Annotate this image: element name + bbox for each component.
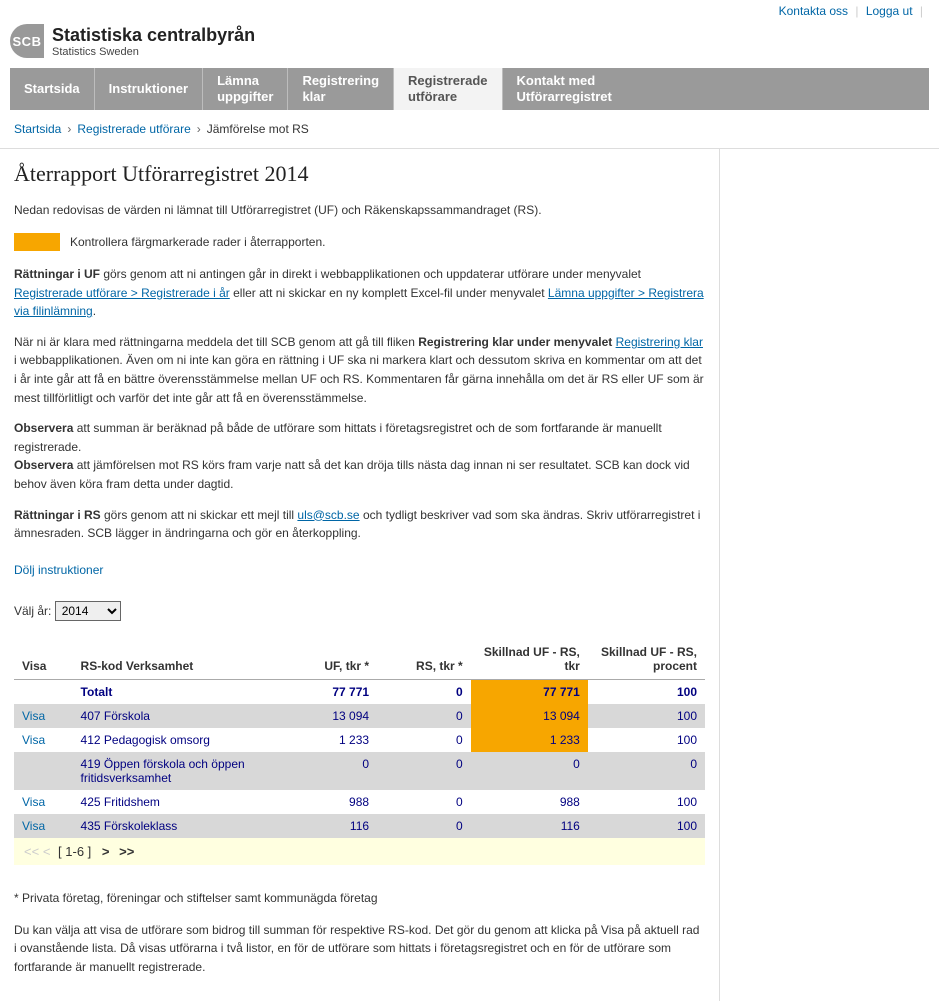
- table-header-row: Visa RS-kod Verksamhet UF, tkr * RS, tkr…: [14, 639, 705, 680]
- scb-logo-badge: SCB: [10, 24, 44, 58]
- main-nav: StartsidaInstruktionerLämna uppgifterReg…: [10, 68, 929, 110]
- page-title: Återrapport Utförarregistret 2014: [14, 161, 705, 187]
- org-subname: Statistics Sweden: [52, 46, 255, 58]
- total-row: Totalt77 771077 771100: [14, 679, 705, 704]
- orange-swatch: [14, 233, 60, 251]
- visa-link[interactable]: Visa: [22, 819, 45, 833]
- col-rskod: RS-kod Verksamhet: [73, 639, 284, 680]
- toggle-instructions-link[interactable]: Dölj instruktioner: [14, 563, 103, 577]
- link-email[interactable]: uls@scb.se: [297, 508, 359, 522]
- breadcrumb-sep: ›: [67, 122, 71, 136]
- visa-link[interactable]: Visa: [22, 733, 45, 747]
- nav-item-1[interactable]: Instruktioner: [94, 68, 202, 110]
- nav-item-3[interactable]: Registrering klar: [287, 68, 393, 110]
- pager-next[interactable]: >: [102, 844, 110, 859]
- breadcrumb: Startsida › Registrerade utförare › Jämförel…: [0, 110, 939, 148]
- para-observe: Observera att summan är beräknad på både…: [14, 419, 705, 493]
- footnote: * Privata företag, föreningar och stifte…: [14, 891, 705, 905]
- org-name: Statistiska centralbyrån: [52, 25, 255, 46]
- legend-row: Kontrollera färgmarkerade rader i återra…: [14, 233, 705, 251]
- orange-label: Kontrollera färgmarkerade rader i återra…: [70, 235, 325, 249]
- label-bold: Registrering klar under menyvalet: [418, 335, 615, 349]
- pager-prev: <: [43, 844, 51, 859]
- main-wrap: Återrapport Utförarregistret 2014 Nedan …: [0, 148, 939, 1001]
- label-bold: Observera: [14, 458, 73, 472]
- logout-link[interactable]: Logga ut: [866, 4, 913, 18]
- text: i webbapplikationen. Även om ni inte kan…: [14, 353, 704, 404]
- visa-link[interactable]: Visa: [22, 795, 45, 809]
- link-registration-done[interactable]: Registrering klar: [616, 335, 703, 349]
- separator: |: [920, 4, 923, 18]
- para-done: När ni är klara med rättningarna meddela…: [14, 333, 705, 407]
- col-rs: RS, tkr *: [377, 639, 471, 680]
- text: att summan är beräknad på både de utföra…: [14, 421, 662, 454]
- text: görs genom att ni skickar ett mejl till: [101, 508, 298, 522]
- top-links: Kontakta oss | Logga ut |: [0, 0, 939, 22]
- text: eller att ni skickar en ny komplett Exce…: [230, 286, 548, 300]
- table-row: Visa425 Fritidshem9880988100: [14, 790, 705, 814]
- pager: << < [ 1-6 ] > >>: [14, 838, 705, 865]
- intro-text: Nedan redovisas de värden ni lämnat till…: [14, 201, 705, 219]
- text: att jämförelsen mot RS körs fram varje n…: [14, 458, 690, 491]
- para-corrections-uf: Rättningar i UF görs genom att ni anting…: [14, 265, 705, 321]
- table-row: 419 Öppen förskola och öppen fritidsverk…: [14, 752, 705, 790]
- text: .: [93, 304, 96, 318]
- pager-last[interactable]: >>: [119, 844, 134, 859]
- nav-item-5[interactable]: Kontakt med Utförarregistret: [502, 68, 626, 110]
- content: Återrapport Utförarregistret 2014 Nedan …: [0, 149, 720, 1001]
- text: görs genom att ni antingen går in direkt…: [100, 267, 641, 281]
- pager-first: <<: [24, 844, 39, 859]
- year-label: Välj år:: [14, 604, 55, 618]
- label-bold: Rättningar i RS: [14, 508, 101, 522]
- table-row: Visa407 Förskola13 094013 094100: [14, 704, 705, 728]
- text: När ni är klara med rättningarna meddela…: [14, 335, 418, 349]
- breadcrumb-link-0[interactable]: Startsida: [14, 122, 61, 136]
- col-uf: UF, tkr *: [283, 639, 377, 680]
- nav-item-2[interactable]: Lämna uppgifter: [202, 68, 287, 110]
- breadcrumb-sep: ›: [197, 122, 201, 136]
- contact-link[interactable]: Kontakta oss: [779, 4, 848, 18]
- table-row: Visa435 Förskoleklass1160116100: [14, 814, 705, 838]
- link-registered[interactable]: Registrerade utförare > Registrerade i å…: [14, 286, 230, 300]
- year-selector-row: Välj år: 2014: [14, 601, 705, 621]
- table-row: Visa412 Pedagogisk omsorg1 23301 233100: [14, 728, 705, 752]
- visa-link[interactable]: Visa: [22, 709, 45, 723]
- col-pct: Skillnad UF - RS, procent: [588, 639, 705, 680]
- para-corrections-rs: Rättningar i RS görs genom att ni skicka…: [14, 506, 705, 543]
- footer-para: Du kan välja att visa de utförare som bi…: [14, 921, 705, 977]
- col-diff: Skillnad UF - RS, tkr: [471, 639, 588, 680]
- year-select[interactable]: 2014: [55, 601, 121, 621]
- sidebar: [720, 149, 939, 1001]
- nav-item-4[interactable]: Registrerade utförare: [393, 68, 501, 110]
- label-bold: Rättningar i UF: [14, 267, 100, 281]
- breadcrumb-link-1[interactable]: Registrerade utförare: [77, 122, 190, 136]
- separator: |: [855, 4, 858, 18]
- header: SCB Statistiska centralbyrån Statistics …: [0, 22, 939, 68]
- nav-item-0[interactable]: Startsida: [10, 68, 94, 110]
- pager-range: [ 1-6 ]: [58, 844, 91, 859]
- breadcrumb-current: Jämförelse mot RS: [207, 122, 309, 136]
- logo-text: Statistiska centralbyrån Statistics Swed…: [52, 25, 255, 58]
- col-visa: Visa: [14, 639, 73, 680]
- comparison-table: Visa RS-kod Verksamhet UF, tkr * RS, tkr…: [14, 639, 705, 838]
- label-bold: Observera: [14, 421, 73, 435]
